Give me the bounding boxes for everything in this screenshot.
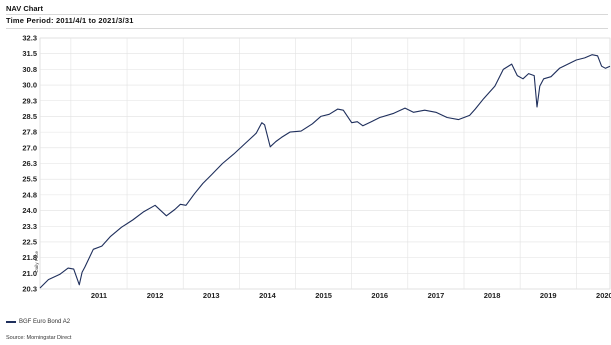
y-tick-label: 30.0 [22,81,37,90]
y-tick-label: 30.8 [22,65,37,74]
nav-line-chart: 32.3 31.5 30.8 30.0 29.3 28.5 27.8 27.0 26.3 25.5… [22,34,611,301]
y-tick-label: 22.5 [22,237,37,246]
legend-series-label: BGF Euro Bond A2 [19,319,71,325]
x-tick-label: 2015 [315,291,332,300]
y-tick-label: 21.0 [22,269,37,278]
y-tick-label: 29.3 [22,96,37,105]
y-axis-label: Daily Price [34,251,39,273]
y-tick-label: 21.8 [22,253,37,262]
time-period-label: Time Period: 2011/4/1 to 2021/3/31 [6,16,134,25]
title-divider [6,14,608,15]
x-tick-label: 2012 [147,291,164,300]
y-tick-label: 20.3 [22,285,37,294]
x-tick-label: 2011 [91,291,107,300]
y-tick-label: 27.0 [22,143,37,152]
x-tick-label: 2020 [596,291,611,300]
y-tick-label: 24.8 [22,190,37,199]
y-tick-label: 31.5 [22,49,37,58]
y-tick-label: 26.3 [22,159,37,168]
x-tick-label: 2014 [259,291,277,300]
series-line [39,54,611,289]
y-tick-label: 24.0 [22,206,37,215]
source-note: Source: Morningstar Direct [6,335,72,341]
chart-legend: BGF Euro Bond A2 [6,319,70,325]
y-tick-label: 25.5 [22,175,37,184]
y-tick-label: 23.3 [22,222,37,231]
chart-title: NAV Chart [6,4,43,13]
legend-swatch [6,321,16,323]
x-tick-label: 2018 [484,291,501,300]
period-divider [6,28,608,29]
x-tick-label: 2019 [540,291,557,300]
x-tick-label: 2017 [428,291,445,300]
y-tick-label: 28.5 [22,112,37,121]
x-tick-label: 2013 [203,291,220,300]
y-tick-label: 27.8 [22,128,37,137]
x-tick-label: 2016 [371,291,388,300]
y-tick-label: 32.3 [22,34,37,43]
